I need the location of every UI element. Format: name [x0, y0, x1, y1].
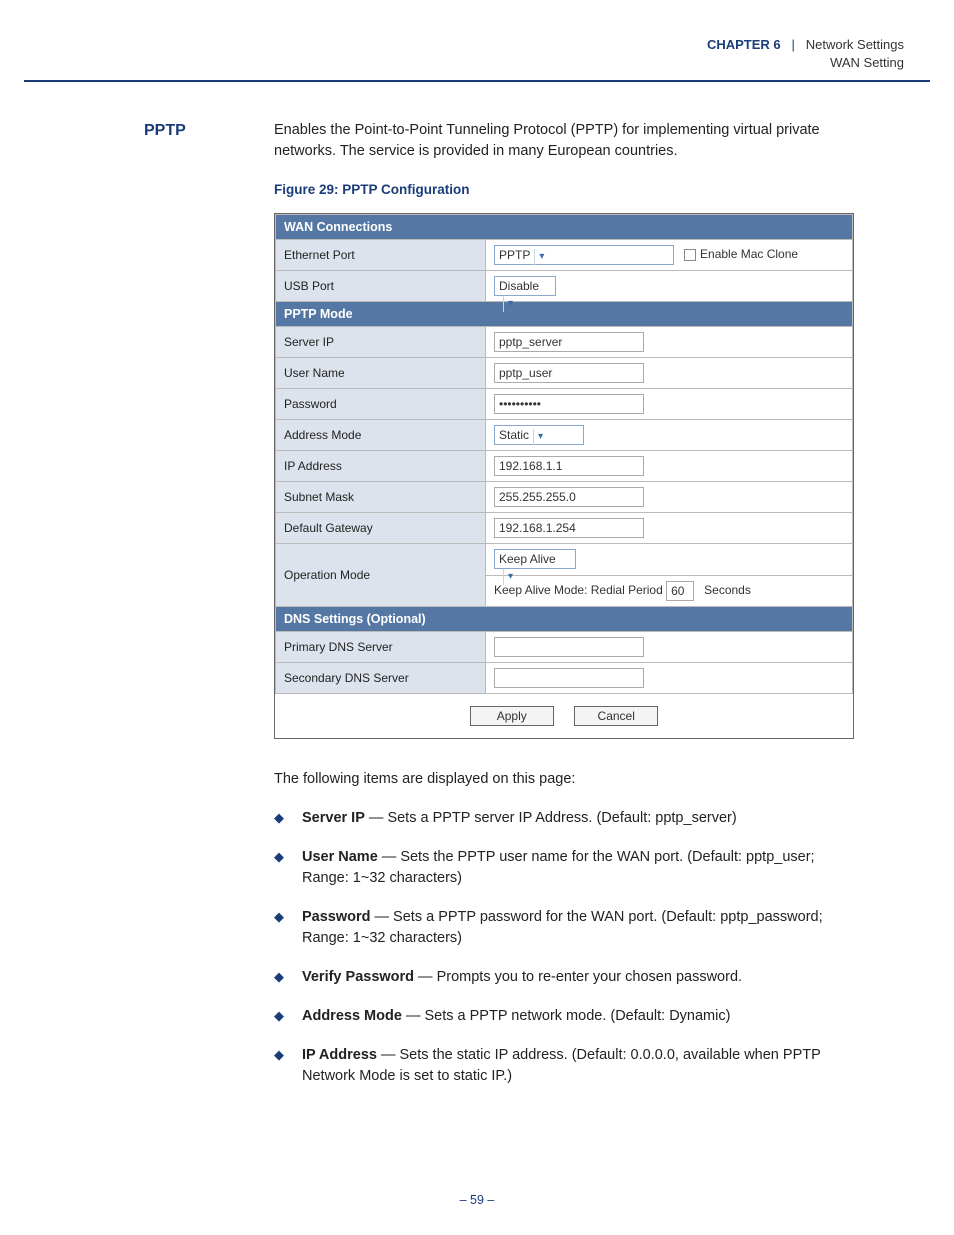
chapter-prefix: CHAPTER [707, 37, 770, 52]
post-paragraph: The following items are displayed on thi… [274, 769, 864, 790]
address-mode-value: Static [499, 428, 529, 442]
header-rule [24, 80, 930, 82]
term: Verify Password [302, 969, 414, 985]
ip-address-input[interactable]: 192.168.1.1 [494, 456, 644, 476]
default-gateway-input[interactable]: 192.168.1.254 [494, 518, 644, 538]
user-name-input[interactable]: pptp_user [494, 363, 644, 383]
enable-mac-checkbox[interactable] [684, 249, 696, 261]
figure-caption: Figure 29: PPTP Configuration [274, 182, 864, 197]
bullet-list: Server IP — Sets a PPTP server IP Addres… [274, 808, 864, 1087]
secondary-dns-label: Secondary DNS Server [276, 663, 486, 694]
header-section: Network Settings [806, 37, 904, 52]
ethernet-port-select[interactable]: PPTP ▾ [494, 245, 674, 265]
intro-paragraph: Enables the Point-to-Point Tunneling Pro… [274, 120, 864, 162]
config-table: WAN Connections Ethernet Port PPTP ▾ Enab… [275, 214, 853, 694]
operation-mode-label: Operation Mode [276, 544, 486, 607]
redial-period-input[interactable]: 60 [666, 581, 694, 601]
config-figure: WAN Connections Ethernet Port PPTP ▾ Enab… [274, 213, 854, 739]
user-name-label: User Name [276, 358, 486, 389]
header-subsection: WAN Setting [830, 55, 904, 70]
term: Password [302, 909, 371, 925]
desc: — Prompts you to re-enter your chosen pa… [414, 969, 742, 985]
password-label: Password [276, 389, 486, 420]
pptp-mode-header-cell: PPTP Mode [276, 302, 853, 327]
operation-mode-select[interactable]: Keep Alive▾ [494, 549, 576, 569]
enable-mac-label: Enable Mac Clone [700, 247, 798, 261]
cancel-button[interactable]: Cancel [574, 706, 658, 726]
list-item: Address Mode — Sets a PPTP network mode.… [274, 1006, 864, 1027]
list-item: Verify Password — Prompts you to re-ente… [274, 967, 864, 988]
operation-mode-note: Keep Alive Mode: Redial Period 60 Second… [486, 575, 852, 606]
list-item: Password — Sets a PPTP password for the … [274, 907, 864, 949]
usb-port-label: USB Port [276, 271, 486, 302]
chevron-down-icon: ▾ [534, 249, 548, 265]
ethernet-port-value: PPTP [499, 248, 530, 262]
redial-prefix: Keep Alive Mode: Redial Period [494, 583, 663, 597]
password-input[interactable]: •••••••••• [494, 394, 644, 414]
term: Address Mode [302, 1008, 402, 1024]
term: Server IP [302, 810, 365, 826]
default-gateway-label: Default Gateway [276, 513, 486, 544]
subnet-mask-label: Subnet Mask [276, 482, 486, 513]
desc: — Sets the PPTP user name for the WAN po… [302, 849, 815, 886]
section-heading: PPTP [144, 122, 186, 140]
address-mode-label: Address Mode [276, 420, 486, 451]
primary-dns-label: Primary DNS Server [276, 632, 486, 663]
usb-port-cell: Disable▾ [486, 271, 853, 302]
desc: — Sets a PPTP server IP Address. (Defaul… [365, 810, 737, 826]
term: IP Address [302, 1047, 377, 1063]
desc: — Sets a PPTP password for the WAN port.… [302, 909, 823, 946]
usb-port-select[interactable]: Disable▾ [494, 276, 556, 296]
list-item: User Name — Sets the PPTP user name for … [274, 847, 864, 889]
list-item: Server IP — Sets a PPTP server IP Addres… [274, 808, 864, 829]
wan-connections-header: WAN Connections [276, 215, 853, 240]
button-row: Apply Cancel [275, 694, 853, 738]
address-mode-select[interactable]: Static ▾ [494, 425, 584, 445]
desc: — Sets the static IP address. (Default: … [302, 1047, 821, 1084]
chevron-down-icon: ▾ [533, 429, 547, 445]
usb-port-value: Disable [499, 279, 539, 293]
header-separator: | [784, 37, 802, 52]
apply-button[interactable]: Apply [470, 706, 554, 726]
page-header: CHAPTER 6 | Network Settings WAN Setting [707, 36, 904, 72]
ethernet-port-cell: PPTP ▾ Enable Mac Clone [486, 240, 853, 271]
ethernet-port-label: Ethernet Port [276, 240, 486, 271]
term: User Name [302, 849, 378, 865]
ip-address-label: IP Address [276, 451, 486, 482]
dns-settings-header: DNS Settings (Optional) [276, 607, 853, 632]
desc: — Sets a PPTP network mode. (Default: Dy… [402, 1008, 731, 1024]
wan-connections-header-cell: WAN Connections [276, 215, 853, 240]
operation-mode-value: Keep Alive [499, 552, 556, 566]
subnet-mask-input[interactable]: 255.255.255.0 [494, 487, 644, 507]
server-ip-label: Server IP [276, 327, 486, 358]
list-item: IP Address — Sets the static IP address.… [274, 1045, 864, 1087]
redial-suffix: Seconds [704, 583, 751, 597]
chevron-down-icon: ▾ [503, 296, 517, 312]
pptp-mode-header: PPTP Mode [276, 302, 853, 327]
page-number: – 59 – [0, 1193, 954, 1207]
server-ip-input[interactable]: pptp_server [494, 332, 644, 352]
dns-settings-header-cell: DNS Settings (Optional) [276, 607, 853, 632]
secondary-dns-input[interactable] [494, 668, 644, 688]
chapter-num: 6 [773, 37, 780, 52]
primary-dns-input[interactable] [494, 637, 644, 657]
